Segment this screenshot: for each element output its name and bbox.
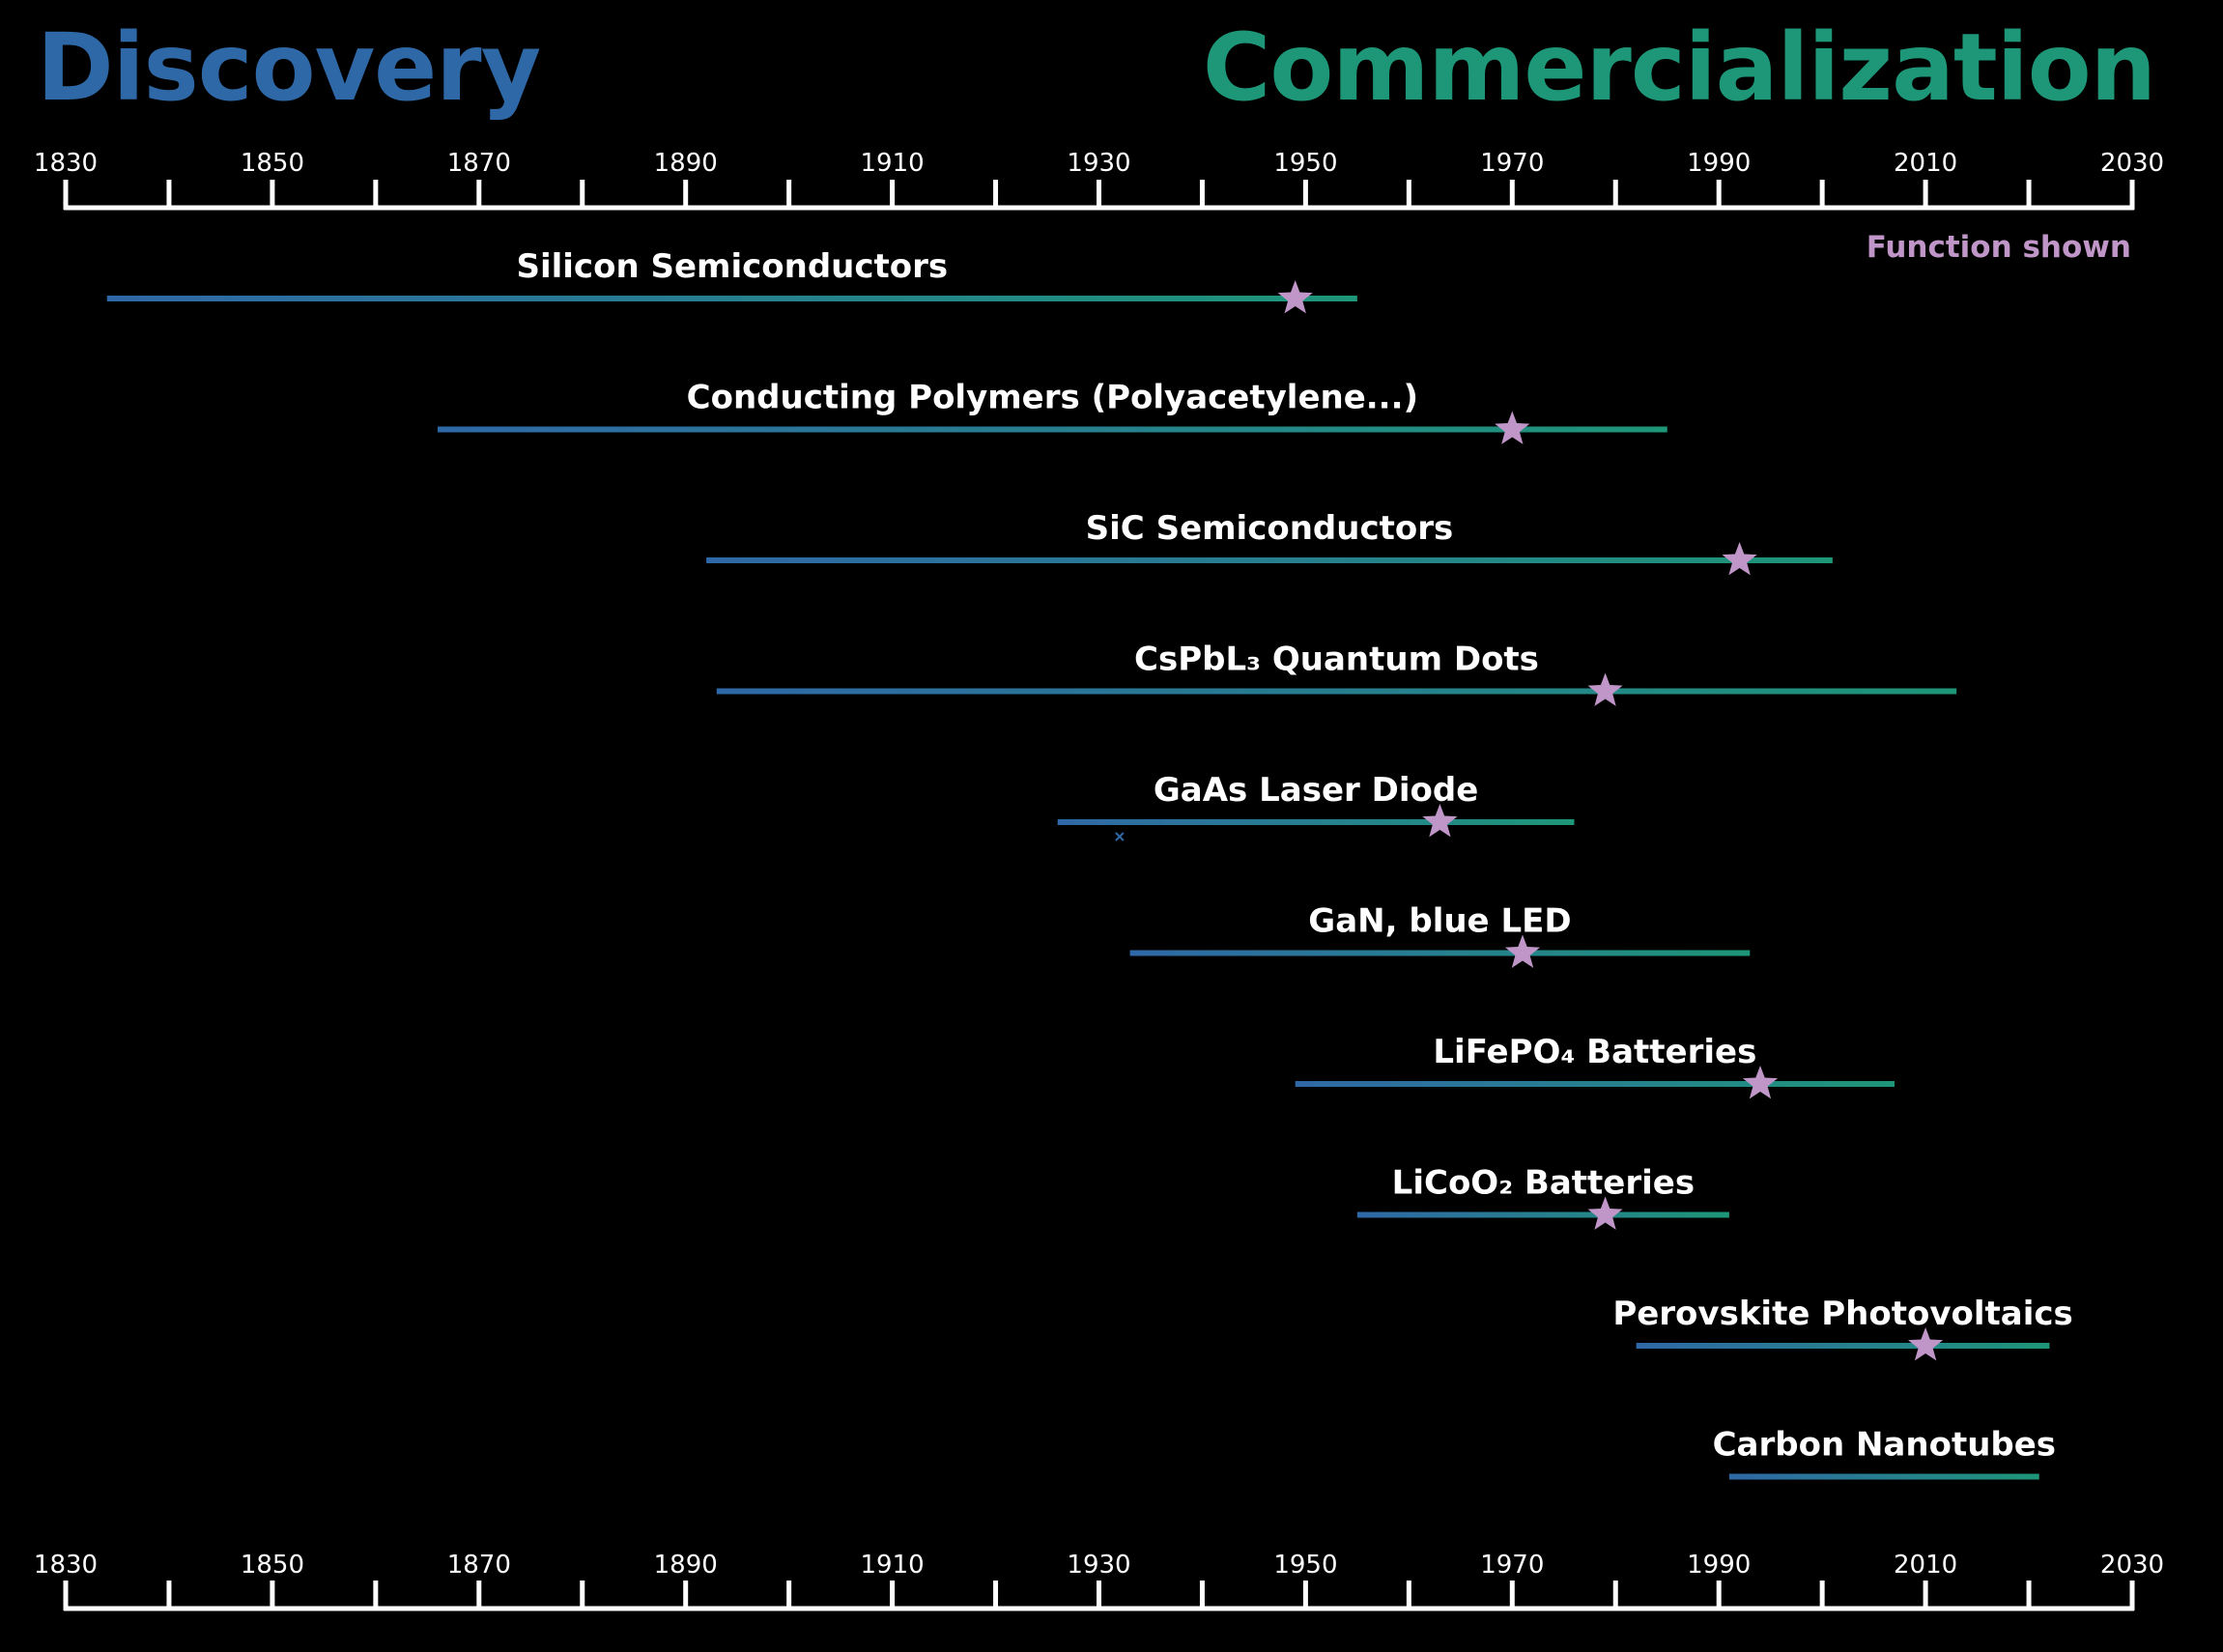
function-star-icon [1495,411,1530,444]
bottom-tick-label: 1990 [1687,1551,1751,1580]
bottom-tick-label: 1870 [447,1551,511,1580]
bottom-tick-label: 2010 [1894,1551,1957,1580]
commercialization-heading: Commercialization [1202,14,2156,122]
top-axis: 1830 1850 1870 1890 1910 1930 1950 1970 1990 2010… [34,149,2164,211]
timeline-row: SiC Semiconductors [706,509,1833,576]
bar-label: Conducting Polymers (Polyacetylene...) [687,379,1418,417]
bar-label: SiC Semiconductors [1086,509,1454,548]
bottom-tick-label: 1830 [34,1551,98,1580]
top-tick-label: 2010 [1894,149,1957,178]
top-tick-label: 1970 [1480,149,1544,178]
function-star-icon [1587,1196,1623,1230]
bottom-tick-label: 1970 [1480,1551,1544,1580]
function-shown-legend: Function shown [1866,230,2131,265]
function-star-icon [1422,804,1458,838]
bottom-axis: 1830 1850 1870 1890 1910 1930 1950 1970 1990 2010… [34,1551,2164,1611]
function-star-icon [1908,1327,1944,1361]
top-tick-label: 2030 [2100,149,2164,178]
bottom-tick-label: 1910 [861,1551,925,1580]
bottom-tick-label: 1890 [654,1551,718,1580]
top-tick-label: 1910 [861,149,925,178]
bar-label: CsPbL₃ Quantum Dots [1134,641,1539,679]
timeline-row: LiFePO₄ Batteries [1295,1033,1895,1099]
discovery-heading: Discovery [37,14,541,122]
bar-label: Perovskite Photovoltaics [1612,1295,2072,1333]
timeline-row: Perovskite Photovoltaics [1612,1295,2073,1361]
top-tick-label: 1990 [1687,149,1751,178]
bottom-tick-label: 1950 [1273,1551,1337,1580]
function-star-icon [1277,280,1313,314]
timeline-row: GaN, blue LED [1129,902,1751,968]
bar-label: GaN, blue LED [1308,902,1571,941]
top-tick-label: 1830 [34,149,98,178]
top-tick-label: 1950 [1273,149,1337,178]
timeline-row: Silicon Semiconductors [106,247,1357,314]
bottom-tick-label: 1930 [1067,1551,1130,1580]
top-tick-label: 1930 [1067,149,1130,178]
function-star-icon [1587,672,1623,706]
bar-label: LiFePO₄ Batteries [1433,1033,1756,1071]
timeline-row: GaAs Laser Diode [1057,771,1575,841]
top-tick-label: 1850 [241,149,304,178]
timeline-row: LiCoO₂ Batteries [1356,1164,1729,1230]
top-tick-label: 1870 [447,149,511,178]
bar-label: Silicon Semiconductors [516,247,948,286]
bar-label: GaAs Laser Diode [1154,771,1478,810]
function-star-icon [1504,934,1541,968]
timeline-row: Carbon Nanotubes [1713,1426,2056,1480]
function-star-icon [1722,542,1757,576]
timeline-row: Conducting Polymers (Polyacetylene...) [438,379,1667,444]
top-tick-label: 1890 [654,149,718,178]
bar-label: Carbon Nanotubes [1713,1426,2056,1465]
bottom-tick-label: 1850 [241,1551,304,1580]
timeline-row: CsPbL₃ Quantum Dots [716,641,1957,706]
function-star-icon [1742,1066,1779,1099]
bottom-tick-label: 2030 [2100,1551,2164,1580]
small-x-marker [1115,832,1125,841]
bar-label: LiCoO₂ Batteries [1392,1164,1695,1203]
